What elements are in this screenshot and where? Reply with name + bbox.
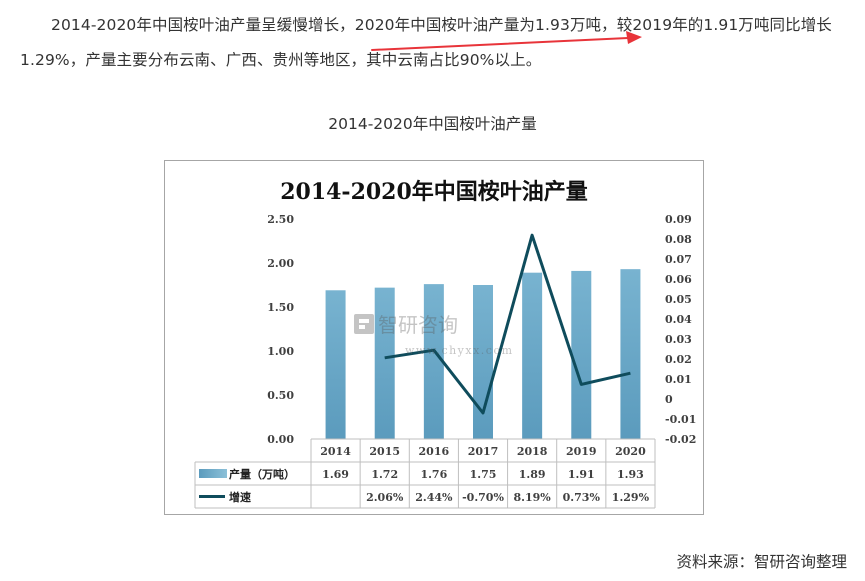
x-tick-label: 2014 (320, 445, 351, 458)
data-label-growth: -0.70% (462, 491, 504, 504)
bar (374, 287, 395, 439)
legend-key-bar (199, 469, 227, 478)
y-right-tick-label: 0.06 (665, 273, 692, 286)
x-tick-label: 2016 (419, 445, 450, 458)
bar (325, 290, 346, 439)
chart-title: 2014-2020年中国桉叶油产量 (280, 179, 588, 205)
chart-caption: 2014-2020年中国桉叶油产量 (328, 115, 537, 133)
y-left-tick-label: 2.50 (267, 213, 294, 226)
data-label-output: 1.93 (617, 468, 644, 481)
y-right-tick-label: 0.09 (665, 213, 692, 226)
intro-paragraph: 2014-2020年中国桉叶油产量呈缓慢增长，2020年中国桉叶油产量为1.93… (20, 16, 832, 69)
watermark-logo: 智研咨询 www.chyxx.com (354, 313, 514, 357)
y-left-tick-label: 1.00 (267, 345, 294, 358)
x-tick-label: 2018 (517, 445, 548, 458)
data-label-output: 1.89 (519, 468, 546, 481)
x-tick-label: 2015 (369, 445, 400, 458)
chart-frame: 2014-2020年中国桉叶油产量 0.00 0.50 1.00 1.50 2.00 2.… (164, 160, 704, 515)
data-label-output: 1.75 (470, 468, 497, 481)
data-label-growth: 1.29% (612, 491, 650, 504)
data-label-growth: 2.44% (415, 491, 453, 504)
data-label-growth: 2.06% (366, 491, 404, 504)
red-arrow-annotation (371, 31, 642, 51)
data-label-output: 1.69 (322, 468, 349, 481)
data-label-output: 1.76 (420, 468, 447, 481)
y-right-tick-label: 0.08 (665, 233, 692, 246)
bar (473, 285, 493, 439)
source-note: 资料来源：智研咨询整理 (676, 553, 847, 571)
y-left-tick-label: 1.50 (267, 301, 294, 314)
watermark-brand: 智研咨询 (378, 313, 458, 337)
watermark-url: www.chyxx.com (405, 344, 514, 357)
legend-label-bar: 产量（万吨） (229, 467, 295, 481)
growth-line (384, 233, 631, 415)
x-tick-label: 2020 (615, 445, 646, 458)
bar (522, 272, 543, 439)
chart-svg: 2014-2020年中国桉叶油产量 0.00 0.50 1.00 1.50 2.00 2.… (194, 179, 696, 509)
data-label-output: 1.91 (568, 468, 595, 481)
y-right-tick-label: 0 (665, 393, 673, 406)
y-right-tick-label: 0.05 (665, 293, 692, 306)
y-right-tick-label: -0.02 (665, 433, 696, 446)
data-label-growth: 0.73% (563, 491, 601, 504)
y-left-tick-label: 2.00 (267, 257, 294, 270)
bar (571, 270, 592, 439)
data-label-growth: 8.19% (514, 491, 552, 504)
y-right-tick-label: 0.01 (665, 373, 692, 386)
bar (423, 284, 444, 439)
y-right-tick-label: 0.03 (665, 333, 692, 346)
y-left-tick-label: 0.00 (267, 433, 294, 446)
y-right-tick-label: 0.07 (665, 253, 692, 266)
y-left-tick-label: 0.50 (267, 389, 294, 402)
y-right-tick-label: 0.04 (665, 313, 692, 326)
x-tick-label: 2019 (566, 445, 597, 458)
y-right-tick-label: 0.02 (665, 353, 692, 366)
legend-label-line: 增速 (229, 490, 251, 504)
bar (620, 269, 641, 439)
y-right-tick-label: -0.01 (665, 413, 696, 426)
data-label-output: 1.72 (371, 468, 398, 481)
x-tick-label: 2017 (468, 445, 499, 458)
